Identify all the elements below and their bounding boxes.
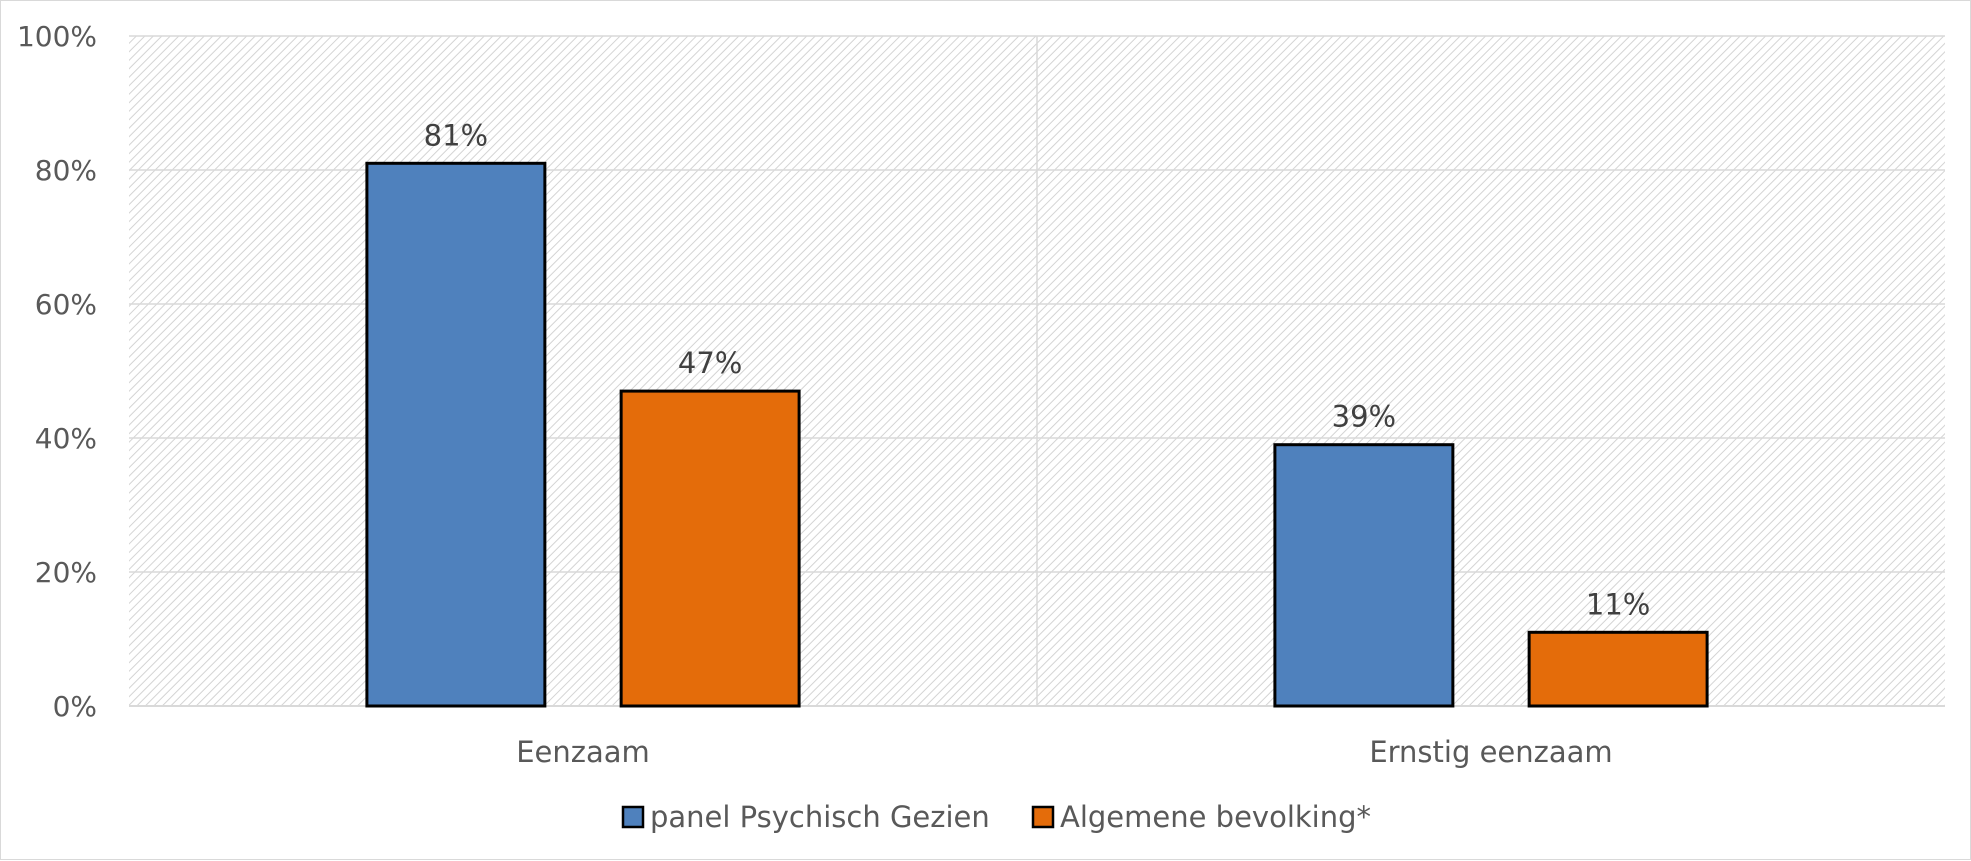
y-tick-label: 100% — [17, 20, 97, 53]
data-label: 47% — [678, 346, 742, 380]
y-tick-label: 40% — [35, 422, 97, 455]
x-axis-categories: Eenzaam Ernstig eenzaam — [516, 735, 1612, 769]
data-label: 39% — [1332, 400, 1396, 434]
y-tick-label: 60% — [35, 288, 97, 321]
legend-swatch — [1031, 805, 1055, 829]
data-label: 11% — [1586, 587, 1650, 621]
bar-ernstig-eenzaam-series-0 — [1273, 443, 1455, 708]
data-label: 81% — [424, 118, 488, 152]
data-labels: 81% 47% 39% 11% — [424, 118, 1651, 621]
legend-label: panel Psychisch Gezien — [650, 800, 990, 834]
legend-swatch — [621, 805, 645, 829]
y-tick-label: 20% — [35, 556, 97, 589]
bar-eenzaam-series-0 — [365, 161, 547, 708]
category-label: Eenzaam — [516, 735, 650, 769]
legend: panel Psychisch Gezien Algemene bevolking… — [621, 800, 1371, 834]
y-axis-ticks: 0% 20% 40% 60% 80% 100% — [17, 20, 97, 723]
y-tick-label: 80% — [35, 154, 97, 187]
bar-eenzaam-series-1 — [619, 389, 801, 708]
category-label: Ernstig eenzaam — [1369, 735, 1612, 769]
y-tick-label: 0% — [53, 690, 97, 723]
bars — [365, 161, 1709, 708]
legend-label: Algemene bevolking* — [1060, 800, 1371, 834]
bar-ernstig-eenzaam-series-1 — [1527, 630, 1709, 708]
